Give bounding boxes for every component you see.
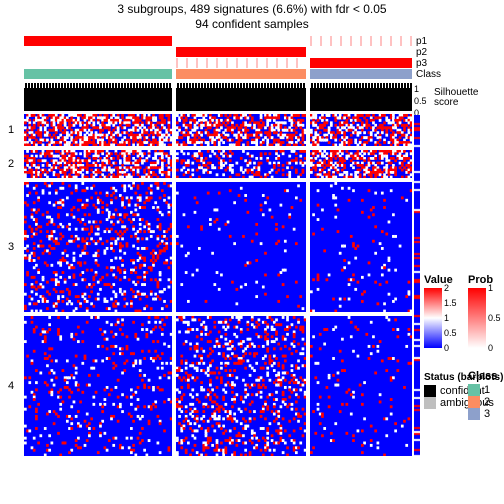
silhouette-row bbox=[24, 83, 412, 111]
row-side-annotation bbox=[414, 115, 420, 457]
legend-prob: Prob 10.50 bbox=[468, 272, 493, 348]
ann-p1-seg2 bbox=[310, 36, 412, 46]
heat-cell-r0-c0 bbox=[24, 114, 172, 146]
heat-row-3: 3 bbox=[24, 182, 412, 312]
ann-p2-seg2 bbox=[310, 47, 412, 57]
label-p3: p3 bbox=[416, 58, 441, 69]
heat-cell-r1-c2 bbox=[310, 150, 412, 178]
ann-row-Class bbox=[24, 69, 412, 79]
heat-cell-r0-c2 bbox=[310, 114, 412, 146]
label-p2: p2 bbox=[416, 47, 441, 58]
heat-cell-r2-c1 bbox=[176, 182, 306, 312]
value-tick-0: 0 bbox=[444, 343, 449, 353]
heat-row-1: 1 bbox=[24, 114, 412, 146]
label-p1: p1 bbox=[416, 36, 441, 47]
value-tick-2: 2 bbox=[444, 283, 449, 293]
heat-cell-r3-c1 bbox=[176, 316, 306, 456]
silhouette-seg0 bbox=[24, 83, 172, 111]
ann-row-p1 bbox=[24, 36, 412, 46]
row-label-4: 4 bbox=[8, 380, 14, 392]
heat-row-2: 2 bbox=[24, 150, 412, 178]
ann-Class-seg0 bbox=[24, 69, 172, 79]
heat-row-4: 4 bbox=[24, 316, 412, 456]
annotation-labels: p1 p2 p3 Class bbox=[416, 36, 441, 80]
legend-class: Class 123 bbox=[468, 368, 502, 420]
silhouette-label: Silhouettescore bbox=[434, 88, 478, 108]
ann-Class-seg1 bbox=[176, 69, 306, 79]
heat-cell-r2-c2 bbox=[310, 182, 412, 312]
ann-row-p3 bbox=[24, 58, 412, 68]
title-line2: 94 confident samples bbox=[0, 17, 504, 32]
class-item-3: 3 bbox=[468, 408, 502, 420]
sil-tick-0.5: 0.5 bbox=[414, 96, 427, 106]
heat-cell-r0-c1 bbox=[176, 114, 306, 146]
heat-cell-r1-c1 bbox=[176, 150, 306, 178]
legend-value: Value 21.510.50 bbox=[424, 272, 453, 348]
ann-p2-seg1 bbox=[176, 47, 306, 57]
ann-p1-seg1 bbox=[176, 36, 306, 46]
label-class: Class bbox=[416, 69, 441, 80]
ann-p2-seg0 bbox=[24, 47, 172, 57]
row-label-1: 1 bbox=[8, 124, 14, 136]
value-tick-1.5: 1.5 bbox=[444, 298, 457, 308]
silhouette-seg2 bbox=[310, 83, 412, 111]
prob-colorbar bbox=[468, 288, 486, 348]
heat-cell-r3-c2 bbox=[310, 316, 412, 456]
ann-p3-seg1 bbox=[176, 58, 306, 68]
heatmap: 1 2 34 bbox=[24, 114, 412, 456]
prob-tick-0: 0 bbox=[488, 343, 493, 353]
ann-p3-seg2 bbox=[310, 58, 412, 68]
row-label-2: 2 bbox=[8, 158, 14, 170]
prob-tick-0.5: 0.5 bbox=[488, 313, 501, 323]
heat-cell-r2-c0 bbox=[24, 182, 172, 312]
silhouette-seg1 bbox=[176, 83, 306, 111]
value-tick-0.5: 0.5 bbox=[444, 328, 457, 338]
sil-tick-1: 1 bbox=[414, 84, 419, 94]
legend-class-title: Class bbox=[468, 368, 502, 384]
ann-p1-seg0 bbox=[24, 36, 172, 46]
ann-p3-seg0 bbox=[24, 58, 172, 68]
figure-main: 1 2 34 bbox=[24, 36, 412, 460]
ann-Class-seg2 bbox=[310, 69, 412, 79]
title-line1: 3 subgroups, 489 signatures (6.6%) with … bbox=[0, 2, 504, 17]
class-item-2: 2 bbox=[468, 396, 502, 408]
ann-row-p2 bbox=[24, 47, 412, 57]
prob-tick-1: 1 bbox=[488, 283, 493, 293]
heat-cell-r1-c0 bbox=[24, 150, 172, 178]
heat-cell-r3-c0 bbox=[24, 316, 172, 456]
class-item-1: 1 bbox=[468, 384, 502, 396]
row-label-3: 3 bbox=[8, 241, 14, 253]
value-tick-1: 1 bbox=[444, 313, 449, 323]
value-colorbar bbox=[424, 288, 442, 348]
